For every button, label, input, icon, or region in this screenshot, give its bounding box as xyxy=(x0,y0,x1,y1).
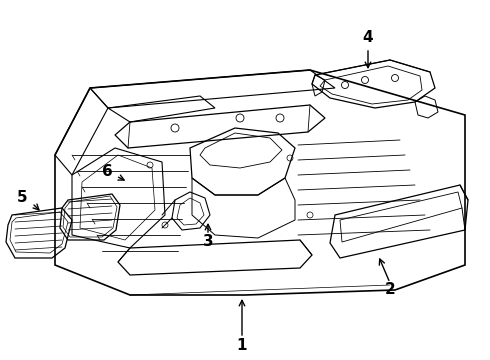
Text: 1: 1 xyxy=(237,338,247,352)
Text: 4: 4 xyxy=(363,31,373,45)
Text: 6: 6 xyxy=(101,165,112,180)
Text: 2: 2 xyxy=(385,283,395,297)
Text: 5: 5 xyxy=(17,190,27,206)
Text: 3: 3 xyxy=(203,234,213,249)
